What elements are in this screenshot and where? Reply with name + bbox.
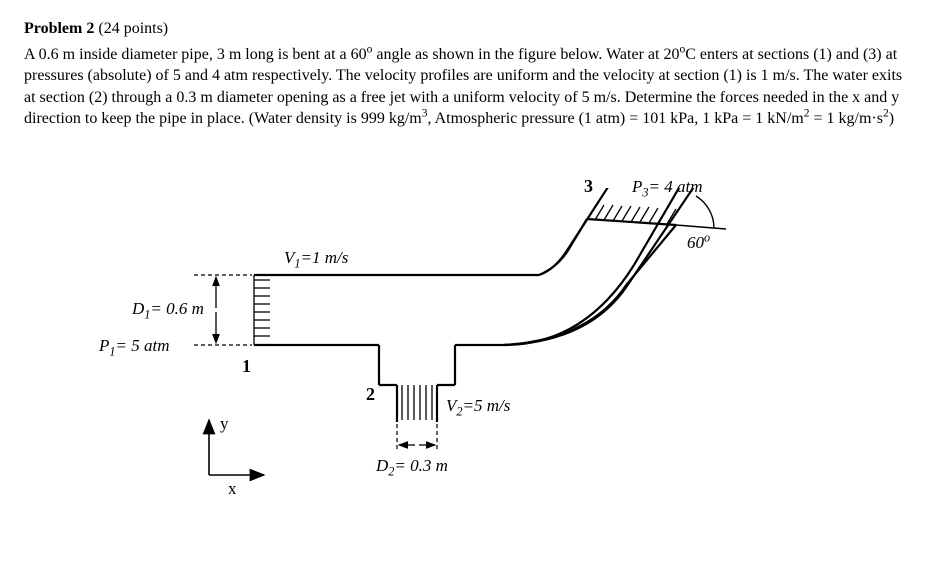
label-p3: P3= 4 atm [632,176,703,199]
figure: V1=1 m/s D1= 0.6 m P1= 5 atm 1 2 V2=5 m/… [24,170,904,530]
label-v2: V2=5 m/s [446,395,510,418]
label-p1: P1= 5 atm [99,335,170,358]
problem-title: Problem 2 [24,20,94,37]
problem-statement: A 0.6 m inside diameter pipe, 3 m long i… [24,44,907,130]
section-3: 3 [584,174,593,198]
label-d2: D2= 0.3 m [376,455,448,478]
axis-x-label: x [228,478,237,501]
axis-y-label: y [220,413,229,436]
section-1: 1 [242,354,251,378]
section-2: 2 [366,382,375,406]
problem-points: (24 points) [98,20,168,37]
label-d1: D1= 0.6 m [132,298,204,321]
label-v1: V1=1 m/s [284,247,348,270]
label-angle: 60o [687,232,710,255]
